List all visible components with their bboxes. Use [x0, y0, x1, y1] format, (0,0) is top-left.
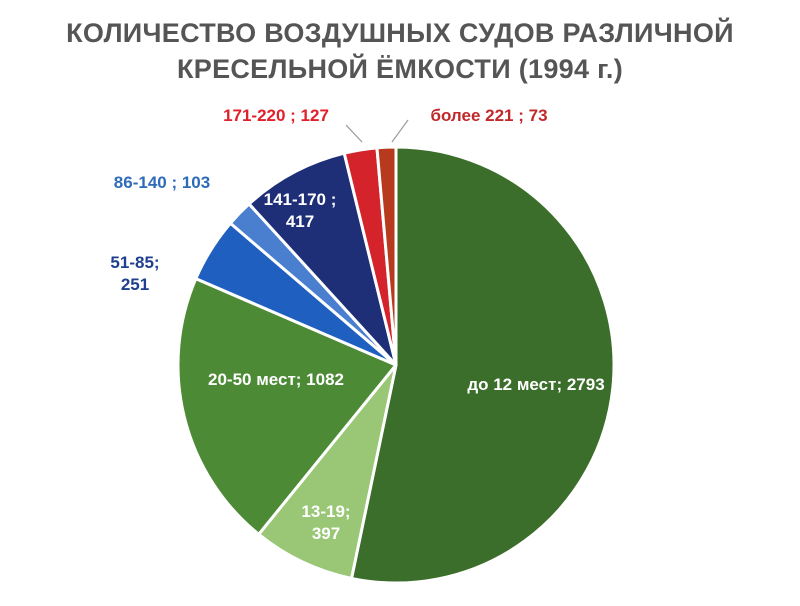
slice-label-line: 171-220 ; 127 — [223, 106, 329, 125]
slice-label-s2: 13-19; 397 — [301, 502, 350, 543]
chart-title-line1: КОЛИЧЕСТВО ВОЗДУШНЫХ СУДОВ РАЗЛИЧНОЙ — [66, 18, 734, 48]
leader-line-s7 — [345, 124, 363, 143]
slice-label-s4: 51-85; 251 — [110, 253, 159, 294]
slice-label-s7: 171-220 ; 127 — [223, 106, 329, 125]
slice-label-line: до 12 мест; 2793 — [467, 375, 604, 394]
slice-label-line: 20-50 мест; 1082 — [208, 370, 344, 389]
chart-title-line2: КРЕСЕЛЬНОЙ ЁМКОСТИ (1994 г.) — [176, 54, 624, 84]
slice-label-line: 397 — [312, 524, 340, 543]
pie-slice-s8 — [375, 145, 398, 367]
slice-label-line: 141-170 ; — [264, 190, 337, 209]
slice-label-s5: 86-140 ; 103 — [114, 173, 210, 192]
slice-label-line: 417 — [286, 212, 314, 231]
slice-label-line: 251 — [121, 275, 149, 294]
pie-slice-s6 — [247, 151, 398, 367]
slice-label-s6: 141-170 ; 417 — [264, 190, 337, 231]
slice-label-s3: 20-50 мест; 1082 — [208, 370, 344, 389]
slice-label-line: 51-85; — [110, 253, 159, 272]
slice-label-s8: более 221 ; 73 — [430, 106, 547, 125]
pie-slice-s2 — [257, 363, 398, 580]
pie-slice-s1 — [350, 145, 616, 585]
slice-label-line: более 221 ; 73 — [430, 106, 547, 125]
slice-label-s1: до 12 мест; 2793 — [467, 375, 604, 394]
slice-label-line: 13-19; — [301, 502, 350, 521]
leader-line-s8 — [391, 119, 409, 143]
slice-label-line: 86-140 ; 103 — [114, 173, 210, 192]
